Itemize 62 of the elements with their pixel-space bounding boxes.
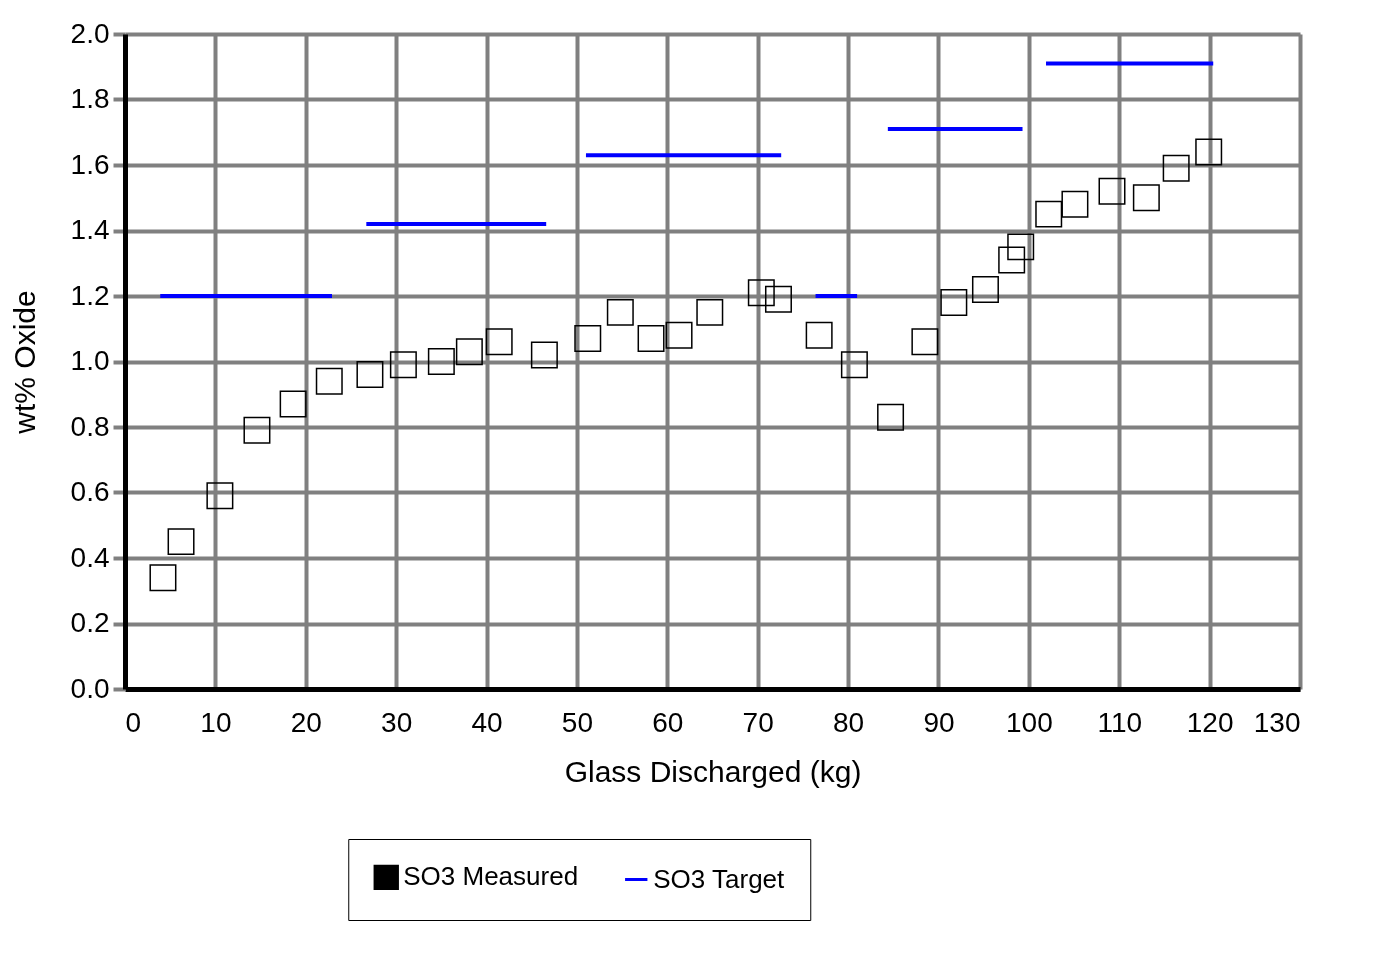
point xyxy=(805,321,833,349)
point xyxy=(356,361,384,389)
x-tick-label: 20 xyxy=(290,706,322,738)
y-tick-label: 1.2 xyxy=(70,279,110,311)
y-tick-label: 1.8 xyxy=(70,83,110,114)
point xyxy=(427,348,455,375)
x-tick-label: 0 xyxy=(125,706,142,738)
x-axis-title: Glass Discharged (kg) xyxy=(564,754,862,788)
point xyxy=(315,367,343,395)
point xyxy=(840,351,868,379)
x-tick-label: 30 xyxy=(381,706,413,738)
point xyxy=(1162,154,1190,182)
point xyxy=(747,279,775,307)
y-tick-label: 0.0 xyxy=(70,672,110,704)
x-tick-label: 40 xyxy=(471,706,503,738)
legend-label: SO3 Target xyxy=(653,863,786,894)
point xyxy=(149,564,177,592)
y-tick-label: 1.0 xyxy=(70,345,110,376)
y-tick-label: 2.0 xyxy=(70,17,110,49)
y-tick-label: 1.4 xyxy=(70,214,110,245)
point xyxy=(1098,177,1126,205)
y-tick-label: 0.6 xyxy=(70,476,110,507)
point xyxy=(637,325,665,353)
point xyxy=(1035,200,1063,228)
point xyxy=(1061,190,1089,218)
point xyxy=(167,528,195,556)
point xyxy=(1007,233,1035,261)
point xyxy=(279,390,307,418)
point xyxy=(665,321,693,349)
y-axis-title: wt% Oxide xyxy=(7,290,41,435)
point xyxy=(764,285,792,313)
point xyxy=(877,403,905,431)
x-tick-label: 50 xyxy=(561,706,593,738)
point xyxy=(911,328,939,356)
point xyxy=(940,289,968,317)
point xyxy=(606,298,634,326)
point xyxy=(574,325,602,353)
x-tick-label: 110 xyxy=(1097,706,1143,738)
point xyxy=(971,275,999,303)
point xyxy=(1195,138,1223,166)
y-tick-label: 0.2 xyxy=(70,607,110,638)
x-tick-label: 90 xyxy=(923,706,955,738)
x-tick-label: 130 xyxy=(1253,706,1301,738)
point xyxy=(696,298,724,326)
point xyxy=(485,328,513,356)
x-tick-label: 70 xyxy=(742,706,774,738)
y-tick-label: 0.8 xyxy=(70,410,110,442)
point xyxy=(1132,184,1160,212)
x-tick-label: 10 xyxy=(200,706,232,738)
x-tick-label: 120 xyxy=(1186,706,1234,738)
point xyxy=(455,338,483,366)
point xyxy=(206,482,234,510)
y-tick-label: 1.6 xyxy=(70,148,110,180)
legend-label: SO3 Measured xyxy=(403,861,579,892)
point xyxy=(389,351,417,379)
point xyxy=(530,341,558,369)
point xyxy=(998,246,1026,274)
x-tick-label: 80 xyxy=(833,706,865,738)
x-tick-label: 60 xyxy=(652,706,684,738)
y-tick-label: 0.4 xyxy=(70,541,110,573)
x-tick-label: 100 xyxy=(1005,706,1053,738)
point xyxy=(243,416,271,444)
